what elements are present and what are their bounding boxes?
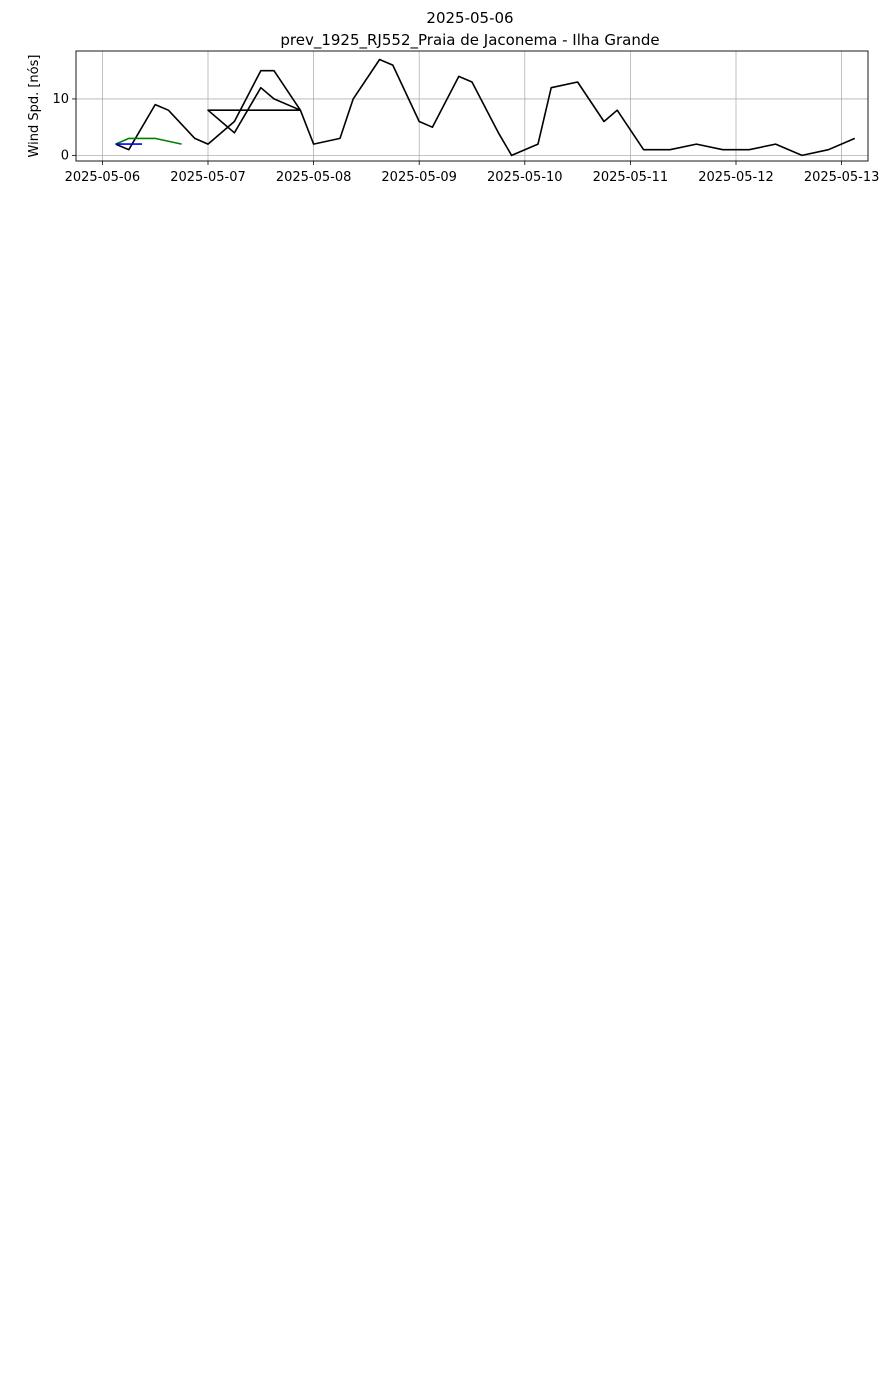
x-tick-label: 2025-05-08 (276, 170, 352, 185)
series-line-atmos (115, 58, 856, 157)
x-tick-label: 2025-05-06 (65, 170, 141, 185)
plot-frame (75, 50, 869, 162)
panels-group: 2025-05-06 2025-05-07 2025-05-08 2025-05-09… (27, 50, 880, 185)
x-tick-label: 2025-05-07 (170, 170, 246, 185)
y-tick-label: 10 (52, 92, 69, 107)
x-tick-label: 2025-05-09 (381, 170, 457, 185)
figure-title-line1: 2025-05-06 (426, 9, 513, 27)
x-tick-label: 2025-05-10 (487, 170, 563, 185)
panel-wind-speed: 2025-05-06 2025-05-07 2025-05-08 2025-05-09… (27, 50, 880, 185)
y-axis-label: Wind Spd. [nós] (27, 55, 42, 158)
series-line-gfs (115, 137, 182, 145)
x-tick-label: 2025-05-11 (593, 170, 669, 185)
y-tick-label: 0 (61, 148, 69, 163)
x-tick-label: 2025-05-13 (804, 170, 880, 185)
x-tick-label: 2025-05-12 (698, 170, 774, 185)
figure-title-line2: prev_1925_RJ552_Praia de Jaconema - Ilha… (280, 31, 659, 50)
